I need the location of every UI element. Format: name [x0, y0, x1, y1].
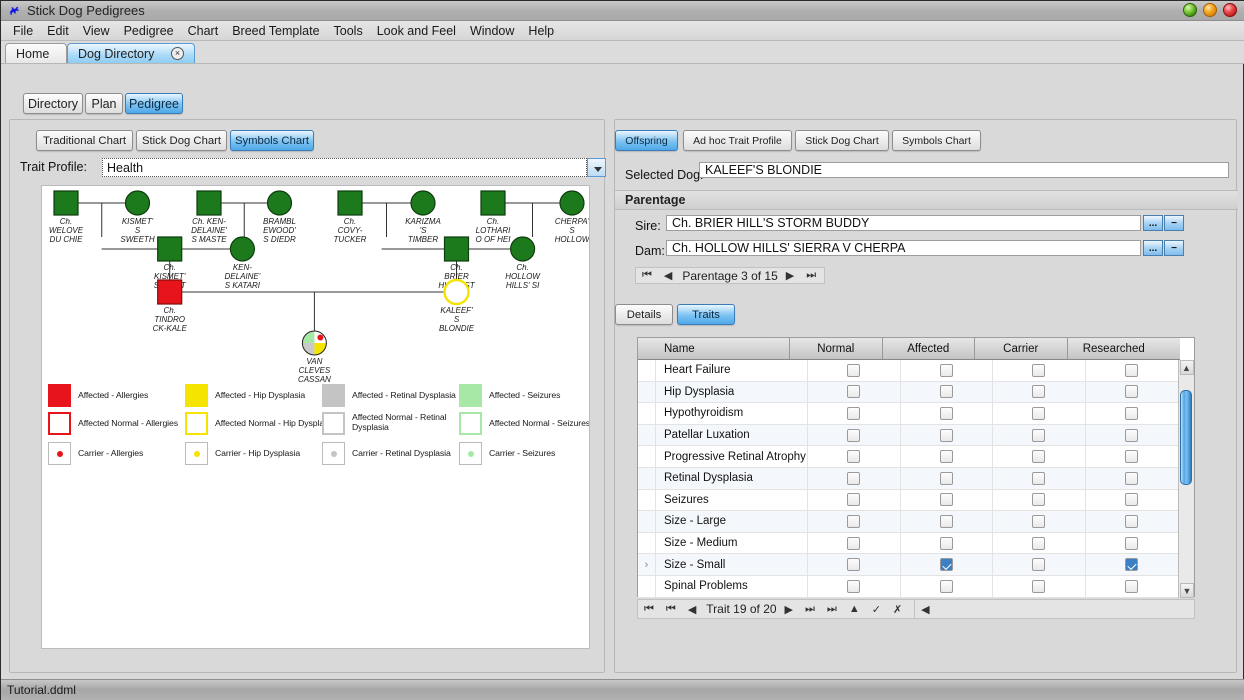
svg-text:CLEVES: CLEVES — [299, 366, 331, 375]
svg-text:TUCKER: TUCKER — [334, 235, 367, 244]
svg-text:Ch.: Ch. — [163, 263, 175, 272]
svg-text:WELOVE: WELOVE — [49, 226, 84, 235]
svg-text:HILLS' SI: HILLS' SI — [506, 281, 540, 290]
svg-text:Ch.: Ch. — [516, 263, 528, 272]
svg-text:BLONDIE: BLONDIE — [439, 324, 475, 333]
svg-text:S: S — [135, 226, 141, 235]
svg-text:CK-KALE: CK-KALE — [153, 324, 188, 333]
svg-text:DELAINE': DELAINE' — [191, 226, 227, 235]
svg-text:COVY-: COVY- — [338, 226, 363, 235]
svg-text:S: S — [569, 226, 575, 235]
svg-text:O OF HEI: O OF HEI — [476, 235, 512, 244]
svg-text:S DIEDR: S DIEDR — [263, 235, 296, 244]
svg-text:HOLLOW: HOLLOW — [555, 235, 590, 244]
svg-text:Ch.: Ch. — [487, 217, 499, 226]
svg-text:BRAMBL: BRAMBL — [263, 217, 296, 226]
svg-text:S MASTE: S MASTE — [191, 235, 227, 244]
svg-text:TINDRO: TINDRO — [154, 315, 185, 324]
svg-text:EWOOD': EWOOD' — [263, 226, 296, 235]
svg-text:VAN: VAN — [306, 357, 322, 366]
svg-text:LOTHARI: LOTHARI — [476, 226, 511, 235]
svg-text:Ch.: Ch. — [60, 217, 72, 226]
svg-text:KARIZMA: KARIZMA — [405, 217, 441, 226]
svg-text:Ch. KEN-: Ch. KEN- — [192, 217, 226, 226]
svg-text:DELAINE': DELAINE' — [225, 272, 261, 281]
svg-text:DU CHIE: DU CHIE — [50, 235, 84, 244]
svg-text:'S: 'S — [420, 226, 428, 235]
svg-text:TIMBER: TIMBER — [408, 235, 438, 244]
svg-text:KALEEF': KALEEF' — [440, 306, 473, 315]
svg-text:CASSAN: CASSAN — [298, 375, 331, 384]
svg-text:KISMET': KISMET' — [122, 217, 154, 226]
svg-text:CHERPA': CHERPA' — [555, 217, 590, 226]
svg-text:SWEETH: SWEETH — [120, 235, 154, 244]
svg-text:S KATARI: S KATARI — [225, 281, 261, 290]
svg-text:Ch.: Ch. — [344, 217, 356, 226]
svg-text:KEN-: KEN- — [233, 263, 252, 272]
svg-text:HOLLOW: HOLLOW — [505, 272, 541, 281]
svg-text:Ch.: Ch. — [163, 306, 175, 315]
svg-text:Ch.: Ch. — [450, 263, 462, 272]
svg-text:S: S — [454, 315, 460, 324]
